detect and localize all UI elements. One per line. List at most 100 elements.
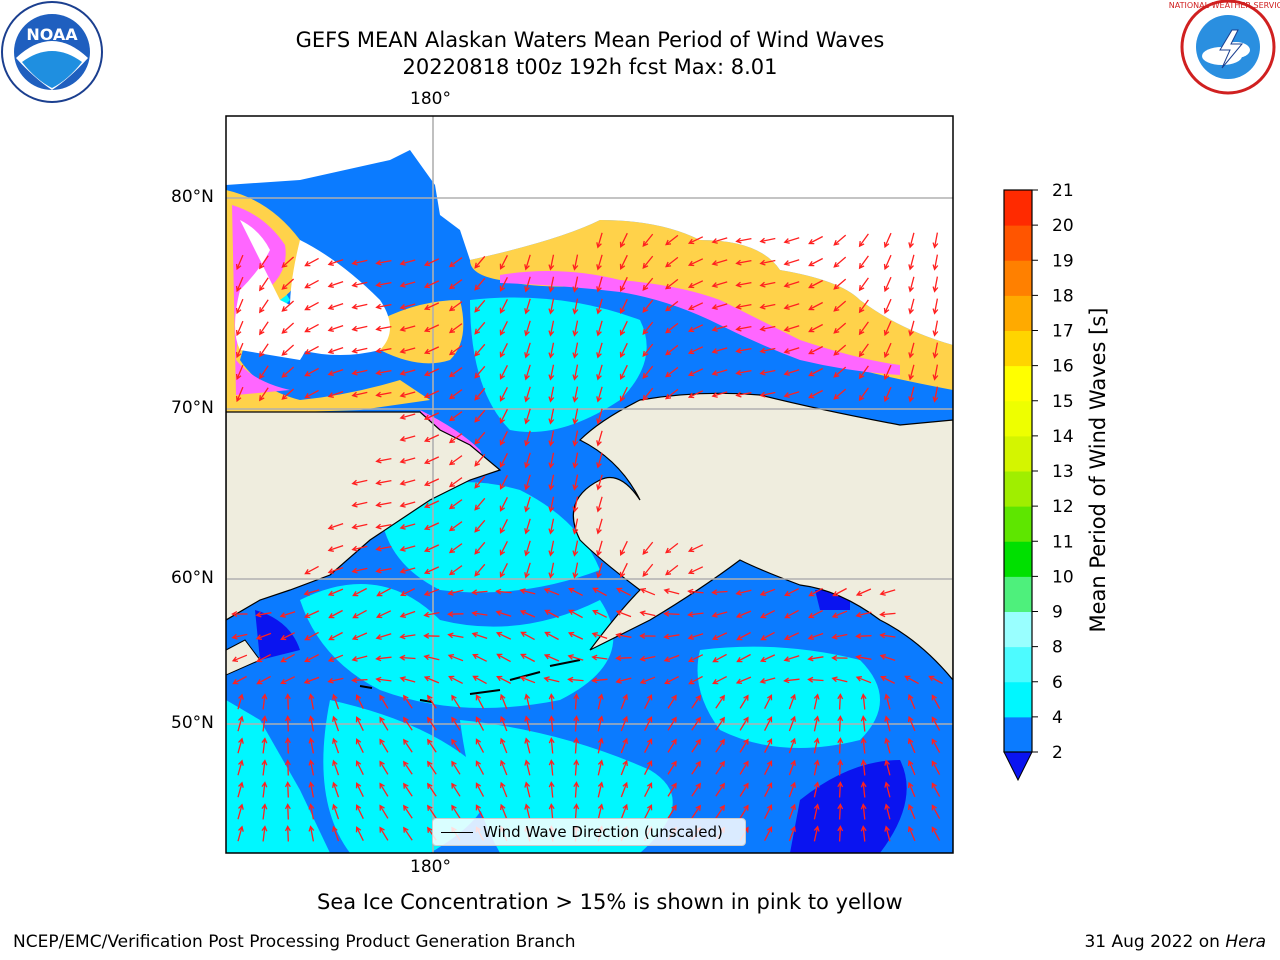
wind-wave-arrow [813, 759, 820, 776]
wind-wave-arrow [665, 322, 679, 334]
wind-wave-arrow [837, 781, 844, 798]
colorbar-segment [1004, 541, 1032, 577]
wind-wave-arrow [403, 760, 413, 775]
wind-wave-arrow [735, 391, 752, 398]
wind-wave-arrow [399, 479, 416, 486]
wind-wave-arrow [620, 737, 628, 754]
wind-wave-arrow [642, 233, 654, 247]
wind-wave-arrow [379, 804, 389, 819]
wind-wave-arrow [235, 298, 244, 315]
colorbar-tick-label: 19 [1052, 251, 1074, 271]
national-weather-service-logo: NATIONAL WEATHER SERVICE [1169, 0, 1280, 95]
wind-wave-arrow [687, 611, 704, 618]
wind-wave-arrow [663, 588, 680, 595]
wind-wave-arrow [739, 782, 749, 797]
wind-wave-arrow [308, 737, 315, 754]
wind-wave-arrow [448, 565, 463, 576]
wind-wave-arrow [711, 369, 728, 376]
colorbar-segment [1004, 681, 1032, 718]
lat-label-80: 80°N [171, 187, 214, 207]
wind-wave-arrow [548, 452, 555, 469]
wind-wave-arrow [376, 587, 391, 597]
wind-wave-arrow [858, 277, 869, 292]
wind-wave-arrow [931, 804, 941, 819]
wind-wave-arrow [423, 302, 440, 311]
wind-wave-arrow [619, 342, 628, 359]
wind-wave-arrow [639, 633, 656, 639]
wind-wave-arrow [908, 386, 915, 403]
wind-wave-arrow [548, 562, 555, 579]
wind-wave-arrow [496, 653, 511, 663]
wind-wave-arrow [735, 281, 752, 288]
wind-wave-arrow [471, 610, 488, 617]
wind-wave-arrow [448, 675, 463, 684]
wind-wave-arrow [308, 803, 315, 820]
wind-wave-arrow [237, 693, 244, 710]
wind-wave-arrow [711, 281, 728, 288]
wind-wave-arrow [619, 298, 628, 315]
wind-wave-arrow [399, 413, 416, 420]
wind-wave-arrow [687, 280, 704, 289]
wind-wave-arrow [403, 826, 413, 841]
wind-wave-arrow [451, 804, 461, 819]
lon-label-top: 180° [410, 89, 451, 109]
wind-wave-arrow [884, 715, 891, 732]
wind-wave-arrow [375, 479, 392, 486]
wind-wave-arrow [543, 653, 560, 662]
wind-wave-arrow [351, 567, 368, 574]
wind-wave-arrow [375, 501, 392, 508]
wind-wave-arrow [665, 366, 679, 378]
wind-wave-arrow [471, 632, 488, 640]
wind-wave-arrow [644, 694, 653, 709]
wind-wave-arrow [399, 676, 416, 683]
wind-wave-arrow [423, 588, 440, 597]
colorbar-segment [1004, 471, 1032, 507]
wind-wave-arrow [932, 254, 939, 271]
wind-wave-arrow [451, 760, 461, 775]
wind-wave-arrow [281, 322, 295, 334]
wind-wave-arrow [524, 452, 531, 469]
wind-wave-arrow [423, 412, 440, 421]
wind-wave-arrow [375, 281, 392, 288]
wind-wave-arrow [399, 369, 416, 376]
wind-wave-arrow [908, 232, 915, 249]
wind-wave-arrow [351, 369, 368, 376]
wind-wave-arrow [423, 346, 440, 355]
wind-wave-arrow [907, 759, 916, 776]
wind-wave-arrow [691, 804, 701, 819]
wind-wave-arrow [423, 675, 440, 684]
wind-wave-arrow [308, 693, 315, 710]
wind-wave-arrow [327, 522, 344, 530]
wind-wave-arrow [620, 715, 628, 732]
colorbar-segment [1004, 260, 1032, 296]
wind-wave-arrow [447, 632, 464, 639]
wind-wave-arrow [524, 737, 531, 754]
wind-wave-arrow [880, 675, 895, 684]
wind-wave-arrow [687, 654, 704, 663]
wind-wave-arrow [907, 715, 916, 732]
wind-wave-arrow [447, 611, 464, 618]
wind-wave-arrow [235, 364, 244, 381]
wind-wave-arrow [427, 738, 437, 753]
colorbar-tick-label: 2 [1052, 743, 1063, 763]
wind-wave-arrow [813, 781, 820, 798]
wind-wave-arrow [327, 258, 344, 266]
wind-wave-arrow [808, 235, 824, 245]
wind-wave-arrow [615, 677, 632, 684]
wind-wave-arrow [351, 677, 368, 684]
wind-wave-arrow [427, 716, 437, 731]
wind-wave-arrow [788, 781, 796, 798]
wind-wave-arrow [544, 631, 559, 641]
wind-wave-arrow [355, 738, 364, 753]
wind-wave-arrow [423, 544, 440, 553]
wind-wave-arrow [711, 325, 728, 332]
wind-wave-arrow [783, 369, 800, 376]
wind-wave-arrow [813, 825, 820, 842]
wind-wave-arrow [665, 256, 679, 268]
wind-wave-arrow [879, 611, 896, 618]
wind-wave-arrow [783, 677, 800, 684]
colorbar-tick-label: 15 [1052, 392, 1074, 412]
wind-wave-arrow [499, 759, 508, 776]
wind-wave-arrow [808, 301, 824, 311]
wind-wave-arrow [596, 364, 603, 381]
